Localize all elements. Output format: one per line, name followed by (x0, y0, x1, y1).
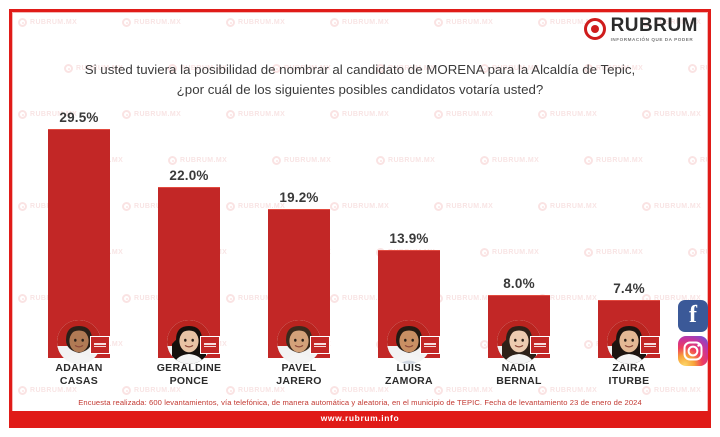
candidate-last-name: JARERO (276, 375, 322, 387)
candidate-name: NADIA BERNAL (464, 362, 574, 388)
logo-text: RUBRUM INFORMACIÓN QUE DA PODER (611, 16, 698, 43)
party-logo-badge (310, 336, 330, 354)
candidate-last-name: PONCE (169, 375, 209, 387)
candidate-photo (277, 320, 321, 364)
party-logo-badge (420, 336, 440, 354)
bar-value-label: 13.9% (389, 231, 429, 246)
candidate-last-name: ZAMORA (385, 375, 433, 387)
watermark: RUBRUM.MX (18, 18, 77, 27)
party-logo-badge (640, 336, 660, 354)
watermark: RUBRUM.MX (688, 156, 708, 165)
party-logo-badge (530, 336, 550, 354)
candidate-last-name: ITURBE (608, 375, 650, 387)
bar-value-label: 8.0% (503, 276, 535, 291)
social-icons: f (678, 300, 708, 366)
bar[interactable] (48, 129, 110, 358)
candidate-name: ZAIRA ITURBE (574, 362, 684, 388)
candidate-photo (57, 320, 101, 364)
logo-name: RUBRUM (610, 15, 698, 36)
party-logo-badge (90, 336, 110, 354)
facebook-icon[interactable]: f (678, 300, 708, 332)
candidate-last-name: CASAS (59, 375, 99, 387)
rubrum-logo: RUBRUM INFORMACIÓN QUE DA PODER (583, 16, 698, 43)
candidate-first-name: GERALDINE (156, 362, 222, 374)
party-logo-badge (200, 336, 220, 354)
bar-group[interactable]: 29.5% (24, 108, 134, 358)
logo-tagline: INFORMACIÓN QUE DA PODER (610, 37, 694, 42)
page-title: Si usted tuviera la posibilidad de nombr… (46, 60, 674, 100)
methodology-note: Encuesta realizada: 600 levantamientos, … (78, 398, 642, 407)
candidate-card (574, 108, 684, 364)
candidate-name: GERALDINE PONCE (134, 362, 244, 388)
candidate-name: ADAHAN CASAS (24, 362, 134, 388)
bar-value-label: 19.2% (279, 190, 319, 205)
watermark: RUBRUM.MX (122, 18, 181, 27)
candidate-card (134, 108, 244, 364)
candidate-card (464, 108, 574, 364)
bar-value-label: 7.4% (613, 281, 645, 296)
title-line-1: Si usted tuviera la posibilidad de nombr… (84, 62, 636, 77)
candidate-first-name: ADAHAN (55, 362, 103, 374)
candidate-first-name: NADIA (501, 362, 537, 374)
candidate-first-name: ZAIRA (612, 362, 646, 374)
candidate-name: PAVEL JARERO (244, 362, 354, 388)
candidate-first-name: LUIS (396, 362, 422, 374)
candidate-card (244, 108, 354, 364)
watermark: RUBRUM.MX (330, 18, 389, 27)
bar-value-label: 22.0% (169, 168, 209, 183)
candidate-card (24, 108, 134, 364)
watermark: RUBRUM.MX (226, 18, 285, 27)
website-url[interactable]: www.rubrum.info (320, 413, 400, 423)
bar-slot: 29.5% (24, 108, 134, 358)
watermark: RUBRUM.MX (688, 64, 708, 73)
candidate-name: LUIS ZAMORA (354, 362, 464, 388)
candidate-last-name: BERNAL (496, 375, 542, 387)
bar-value-label: 29.5% (59, 110, 99, 125)
instagram-icon[interactable] (678, 336, 708, 366)
candidate-first-name: PAVEL (281, 362, 317, 374)
watermark: RUBRUM.MX (688, 248, 708, 257)
url-bar: www.rubrum.info (12, 411, 708, 425)
target-dot-icon (583, 18, 606, 41)
title-line-2: ¿por cuál de los siguientes posibles can… (176, 82, 544, 97)
candidate-card (354, 108, 464, 364)
watermark: RUBRUM.MX (434, 18, 493, 27)
